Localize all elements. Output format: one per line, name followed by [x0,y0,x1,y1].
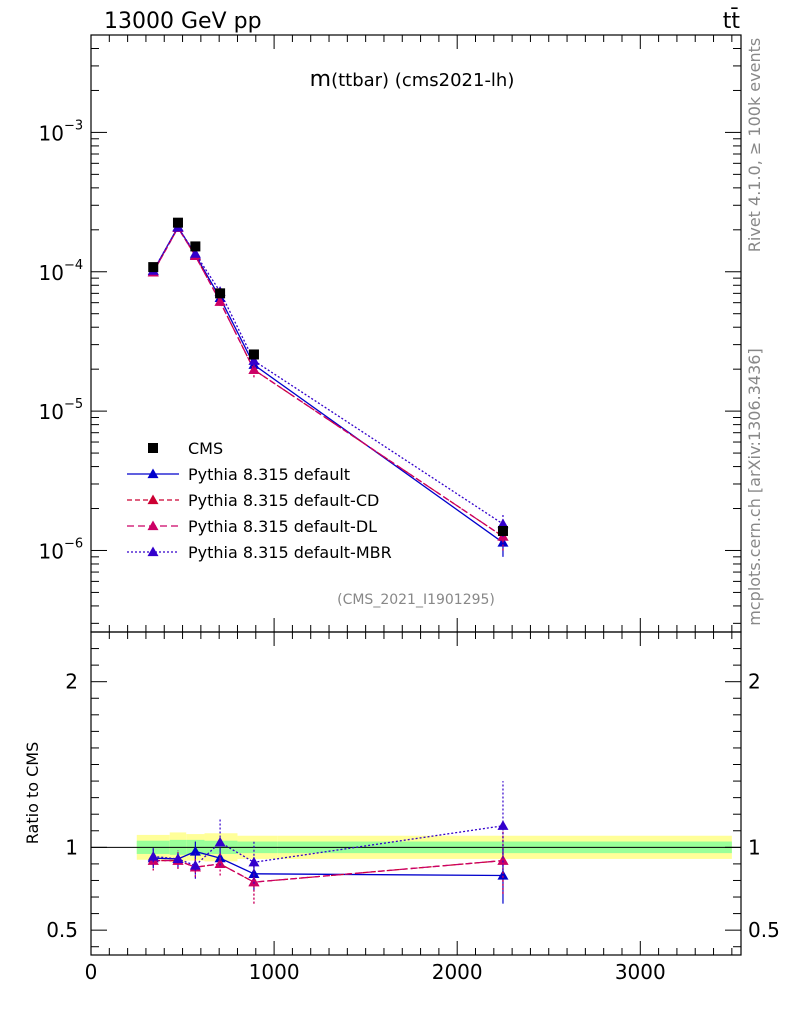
plot-title-rest: (ttbar) (cms2021-lh) [331,70,514,91]
ratio-marker [248,868,260,878]
ratio-tick-label: 2 [65,670,78,694]
legend-marker-cms [148,443,158,453]
legend-label: Pythia 8.315 default-CD [188,491,379,510]
process-label: tt̄ [723,8,741,34]
legend-label: Pythia 8.315 default [188,465,350,484]
ratio-marker [497,869,509,880]
energy-label: 13000 GeV pp [104,9,262,34]
cms-data-point [497,525,508,536]
ratio-marker [214,858,226,869]
legend-label: Pythia 8.315 default-MBR [188,543,392,562]
ratio-marker [248,856,260,867]
x-tick-label: 0 [85,960,98,984]
analysis-tag: (CMS_2021_I1901295) [337,592,495,608]
x-tick-label: 1000 [249,960,300,984]
cms-data-point [190,241,201,252]
y-tick-exponent: −4 [64,258,83,273]
x-tick-label: 3000 [615,960,666,984]
series-marker [189,248,201,258]
ratio-marker [147,850,159,861]
y-tick-exponent: −6 [64,536,83,551]
legend-marker [147,520,159,531]
ratio-marker [497,820,509,830]
ratio-tick-label-right: 2 [748,670,761,694]
legend-marker [147,546,159,557]
y-tick-exponent: −3 [64,118,83,133]
ratio-axis-label: Ratio to CMS [23,742,42,844]
ratio-frame [90,631,742,956]
legend-marker [147,494,159,505]
ratio-marker [172,853,184,864]
y-tick-label: 10 [39,261,64,285]
cms-data-point [248,349,259,360]
ratio-marker [497,855,509,865]
plot-title: m(ttbar) (cms2021-lh) [310,67,515,92]
legend-label: Pythia 8.315 default-DL [188,517,377,536]
legend-marker [147,468,159,479]
mcplots-label: mcplots.cern.ch [arXiv:1306.3436] [745,348,764,625]
series-marker [497,518,509,529]
series-marker [214,296,226,306]
ratio-marker [189,845,201,856]
legend-label: CMS [188,439,223,458]
ratio-marker [189,860,201,870]
ratio-tick-label-right: 0.5 [748,918,780,942]
plot-title-m: m [310,67,331,92]
ratio-marker [248,876,260,887]
ratio-series-line [153,825,504,867]
series-line [152,226,504,525]
ratio-tick-label-right: 1 [748,835,761,859]
x-tick-label: 2000 [432,960,483,984]
ratio-series-line [153,859,504,883]
cms-data-point [215,288,226,299]
series-line [152,226,504,538]
y-tick-exponent: −5 [64,397,83,412]
y-tick-label: 10 [39,539,64,563]
rivet-label: Rivet 4.1.0, ≥ 100k events [745,38,764,252]
ratio-tick-label: 0.5 [46,918,78,942]
ratio-tick-label: 1 [65,835,78,859]
y-tick-label: 10 [39,121,64,145]
cms-data-point [172,217,183,228]
cms-data-point [148,262,159,273]
ratio-marker [214,836,226,847]
series-marker [248,355,260,365]
series-marker [248,364,260,374]
y-tick-label: 10 [39,400,64,424]
